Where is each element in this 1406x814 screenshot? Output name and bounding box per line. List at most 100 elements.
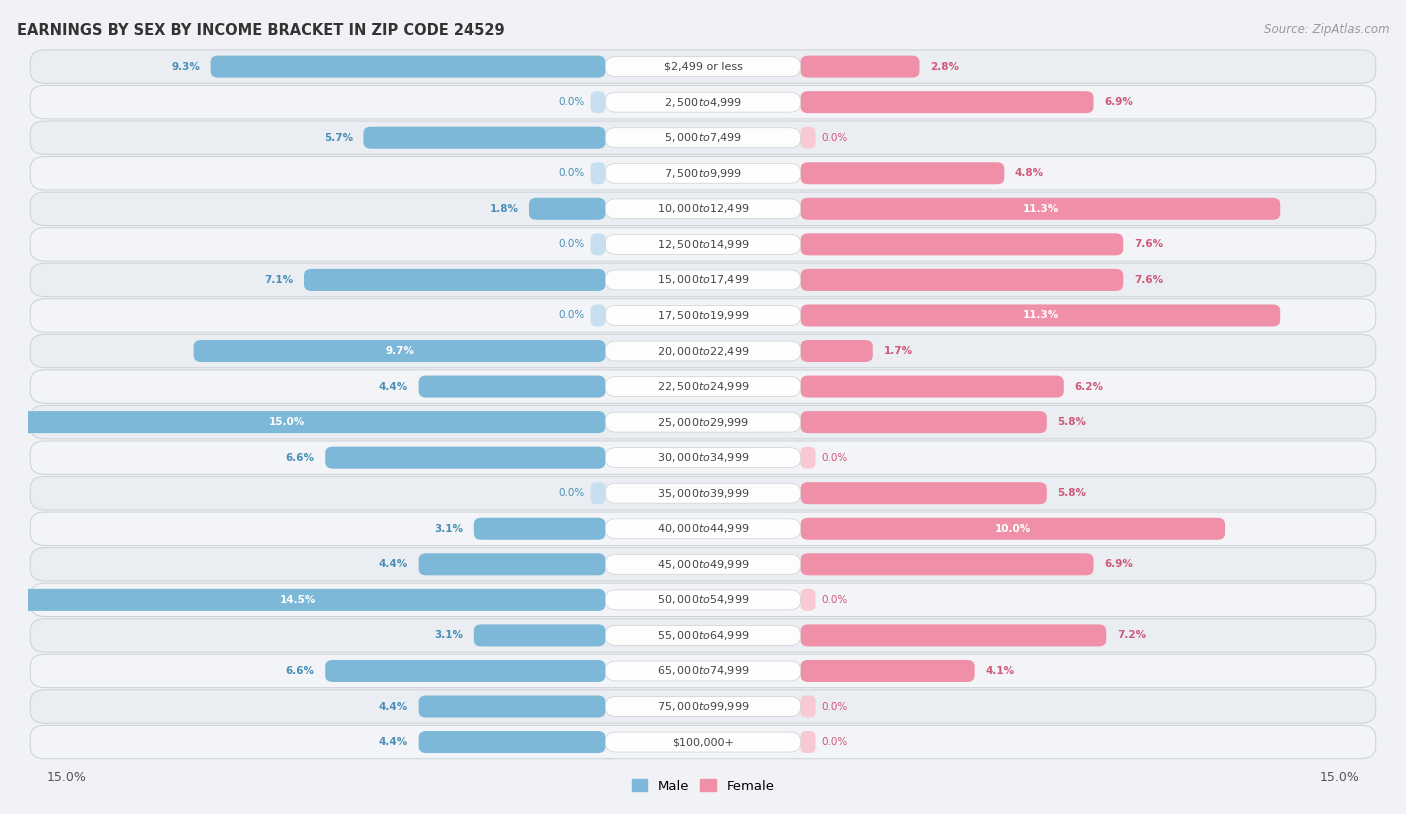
FancyBboxPatch shape [800, 198, 1281, 220]
Text: $2,500 to $4,999: $2,500 to $4,999 [664, 96, 742, 108]
FancyBboxPatch shape [591, 234, 606, 256]
Text: 0.0%: 0.0% [823, 133, 848, 142]
Text: $100,000+: $100,000+ [672, 737, 734, 747]
Text: 4.1%: 4.1% [986, 666, 1014, 676]
FancyBboxPatch shape [31, 441, 1375, 475]
FancyBboxPatch shape [31, 192, 1375, 225]
FancyBboxPatch shape [31, 619, 1375, 652]
FancyBboxPatch shape [800, 411, 1047, 433]
Text: 9.7%: 9.7% [385, 346, 413, 356]
FancyBboxPatch shape [0, 411, 606, 433]
FancyBboxPatch shape [591, 304, 606, 326]
Text: 11.3%: 11.3% [1022, 204, 1059, 214]
FancyBboxPatch shape [606, 519, 800, 539]
FancyBboxPatch shape [31, 725, 1375, 759]
Text: $25,000 to $29,999: $25,000 to $29,999 [657, 416, 749, 429]
Text: 1.8%: 1.8% [489, 204, 519, 214]
Text: 0.0%: 0.0% [558, 310, 583, 321]
Text: 0.0%: 0.0% [823, 453, 848, 462]
FancyBboxPatch shape [606, 448, 800, 467]
Text: 7.6%: 7.6% [1133, 239, 1163, 249]
Text: 0.0%: 0.0% [823, 595, 848, 605]
FancyBboxPatch shape [800, 91, 1094, 113]
FancyBboxPatch shape [800, 304, 1281, 326]
FancyBboxPatch shape [31, 476, 1375, 510]
FancyBboxPatch shape [591, 162, 606, 184]
FancyBboxPatch shape [606, 554, 800, 574]
FancyBboxPatch shape [31, 228, 1375, 261]
Text: $17,500 to $19,999: $17,500 to $19,999 [657, 309, 749, 322]
FancyBboxPatch shape [363, 127, 606, 149]
Text: $35,000 to $39,999: $35,000 to $39,999 [657, 487, 749, 500]
FancyBboxPatch shape [800, 162, 1004, 184]
FancyBboxPatch shape [606, 625, 800, 646]
Text: $40,000 to $44,999: $40,000 to $44,999 [657, 523, 749, 536]
Text: $45,000 to $49,999: $45,000 to $49,999 [657, 558, 749, 571]
FancyBboxPatch shape [606, 234, 800, 254]
Legend: Male, Female: Male, Female [626, 774, 780, 798]
Text: 10.0%: 10.0% [994, 523, 1031, 534]
FancyBboxPatch shape [800, 554, 1094, 575]
FancyBboxPatch shape [31, 263, 1375, 296]
Text: 3.1%: 3.1% [434, 523, 463, 534]
FancyBboxPatch shape [419, 375, 606, 397]
FancyBboxPatch shape [211, 55, 606, 77]
Text: 0.0%: 0.0% [558, 168, 583, 178]
Text: $55,000 to $64,999: $55,000 to $64,999 [657, 629, 749, 642]
FancyBboxPatch shape [606, 128, 800, 147]
FancyBboxPatch shape [800, 55, 920, 77]
FancyBboxPatch shape [800, 375, 1064, 397]
FancyBboxPatch shape [606, 92, 800, 112]
Text: 4.4%: 4.4% [378, 737, 408, 747]
Text: 14.5%: 14.5% [280, 595, 316, 605]
FancyBboxPatch shape [31, 335, 1375, 368]
FancyBboxPatch shape [591, 91, 606, 113]
FancyBboxPatch shape [419, 554, 606, 575]
Text: 6.9%: 6.9% [1104, 97, 1133, 107]
FancyBboxPatch shape [800, 731, 815, 753]
FancyBboxPatch shape [31, 654, 1375, 688]
Text: $5,000 to $7,499: $5,000 to $7,499 [664, 131, 742, 144]
FancyBboxPatch shape [31, 405, 1375, 439]
FancyBboxPatch shape [31, 121, 1375, 155]
FancyBboxPatch shape [591, 482, 606, 504]
FancyBboxPatch shape [800, 269, 1123, 291]
FancyBboxPatch shape [31, 548, 1375, 581]
FancyBboxPatch shape [606, 661, 800, 681]
Text: $12,500 to $14,999: $12,500 to $14,999 [657, 238, 749, 251]
Text: 3.1%: 3.1% [434, 630, 463, 641]
Text: $15,000 to $17,499: $15,000 to $17,499 [657, 274, 749, 287]
FancyBboxPatch shape [800, 127, 815, 149]
Text: $7,500 to $9,999: $7,500 to $9,999 [664, 167, 742, 180]
Text: 7.1%: 7.1% [264, 275, 294, 285]
Text: $75,000 to $99,999: $75,000 to $99,999 [657, 700, 749, 713]
Text: 9.3%: 9.3% [172, 62, 200, 72]
Text: 5.8%: 5.8% [1057, 488, 1087, 498]
Text: 6.9%: 6.9% [1104, 559, 1133, 569]
FancyBboxPatch shape [606, 377, 800, 396]
Text: 0.0%: 0.0% [558, 488, 583, 498]
Text: $20,000 to $22,499: $20,000 to $22,499 [657, 344, 749, 357]
FancyBboxPatch shape [304, 269, 606, 291]
Text: 11.3%: 11.3% [1022, 310, 1059, 321]
FancyBboxPatch shape [606, 164, 800, 183]
Text: 0.0%: 0.0% [823, 702, 848, 711]
FancyBboxPatch shape [606, 412, 800, 432]
Text: 6.6%: 6.6% [285, 453, 315, 462]
Text: 5.7%: 5.7% [323, 133, 353, 142]
Text: 6.6%: 6.6% [285, 666, 315, 676]
Text: 15.0%: 15.0% [269, 417, 305, 427]
Text: 5.8%: 5.8% [1057, 417, 1087, 427]
FancyBboxPatch shape [325, 660, 606, 682]
Text: EARNINGS BY SEX BY INCOME BRACKET IN ZIP CODE 24529: EARNINGS BY SEX BY INCOME BRACKET IN ZIP… [17, 23, 505, 37]
Text: 4.4%: 4.4% [378, 382, 408, 392]
FancyBboxPatch shape [0, 589, 606, 610]
FancyBboxPatch shape [606, 732, 800, 752]
FancyBboxPatch shape [31, 156, 1375, 190]
Text: 4.8%: 4.8% [1015, 168, 1045, 178]
FancyBboxPatch shape [606, 199, 800, 219]
Text: 7.6%: 7.6% [1133, 275, 1163, 285]
FancyBboxPatch shape [325, 447, 606, 469]
FancyBboxPatch shape [800, 482, 1047, 504]
FancyBboxPatch shape [474, 624, 606, 646]
